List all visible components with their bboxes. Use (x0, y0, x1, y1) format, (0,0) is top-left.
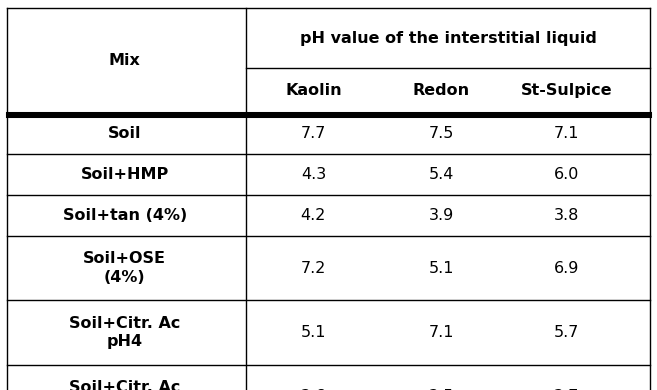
Text: 5.1: 5.1 (301, 325, 326, 340)
Text: 7.1: 7.1 (429, 325, 454, 340)
Text: Soil: Soil (108, 126, 141, 141)
Text: 6.9: 6.9 (554, 261, 579, 276)
Text: 5.7: 5.7 (554, 325, 579, 340)
Text: 7.5: 7.5 (429, 126, 454, 141)
Text: Soil+Citr. Ac
pH4: Soil+Citr. Ac pH4 (69, 316, 181, 349)
Text: 2.5: 2.5 (429, 389, 454, 390)
Text: Soil+HMP: Soil+HMP (81, 167, 169, 182)
Text: 3.8: 3.8 (554, 208, 579, 223)
Text: 4.2: 4.2 (301, 208, 326, 223)
Text: 7.7: 7.7 (301, 126, 326, 141)
Text: 6.0: 6.0 (554, 167, 579, 182)
Text: 7.1: 7.1 (554, 126, 579, 141)
Text: 5.1: 5.1 (429, 261, 454, 276)
Text: 2.6: 2.6 (301, 389, 326, 390)
Text: pH value of the interstitial liquid: pH value of the interstitial liquid (300, 30, 597, 46)
Text: Soil+tan (4%): Soil+tan (4%) (62, 208, 187, 223)
Text: Soil+Citr. Ac
pH2: Soil+Citr. Ac pH2 (69, 380, 181, 390)
Text: Mix: Mix (109, 53, 141, 68)
Text: 4.3: 4.3 (301, 167, 326, 182)
Text: Kaolin: Kaolin (285, 83, 342, 98)
Text: 7.2: 7.2 (301, 261, 326, 276)
Text: Soil+OSE
(4%): Soil+OSE (4%) (83, 251, 166, 285)
Text: 5.4: 5.4 (429, 167, 454, 182)
Text: Redon: Redon (413, 83, 470, 98)
Text: 3.9: 3.9 (429, 208, 454, 223)
Text: St-Sulpice: St-Sulpice (520, 83, 612, 98)
Text: 2.7: 2.7 (554, 389, 579, 390)
